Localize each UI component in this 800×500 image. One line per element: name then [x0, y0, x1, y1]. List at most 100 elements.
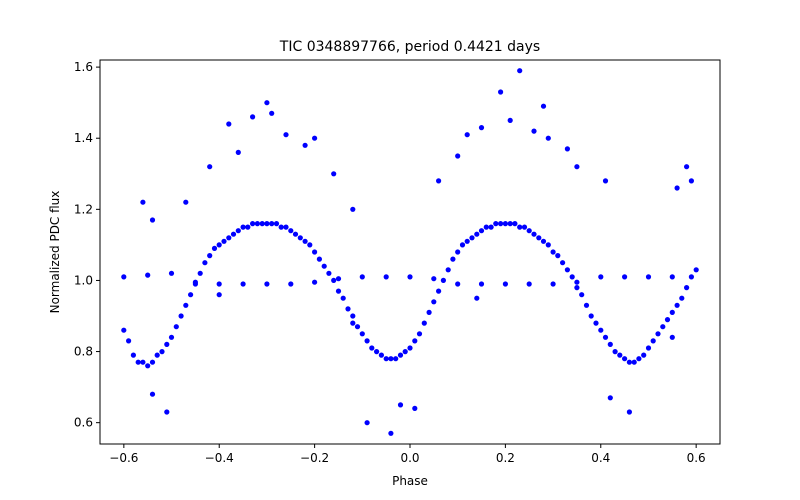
data-point	[455, 249, 461, 255]
data-point	[173, 324, 179, 330]
y-axis-label: Normalized PDC flux	[48, 191, 62, 314]
data-point	[455, 281, 461, 287]
chart-title: TIC 0348897766, period 0.4421 days	[279, 39, 540, 55]
data-point	[445, 267, 451, 273]
data-point	[397, 352, 404, 358]
data-point	[493, 221, 499, 227]
data-point	[402, 349, 408, 355]
data-point	[149, 359, 156, 365]
data-point	[574, 285, 580, 291]
data-point	[121, 274, 127, 280]
data-point	[512, 221, 518, 227]
x-axis-label: Phase	[392, 474, 428, 488]
y-tick-label: 0.6	[74, 416, 93, 430]
data-point	[388, 430, 394, 436]
data-point	[450, 256, 456, 262]
data-point	[588, 313, 594, 319]
data-point	[149, 217, 156, 223]
data-point	[359, 274, 365, 280]
data-point	[631, 359, 637, 365]
data-point	[498, 89, 504, 95]
data-point	[550, 249, 556, 255]
data-point	[288, 281, 294, 287]
data-point	[602, 178, 609, 184]
data-point	[636, 356, 642, 362]
data-point	[602, 334, 609, 340]
data-point	[230, 231, 237, 237]
data-point	[526, 228, 532, 234]
data-point	[312, 279, 318, 285]
data-point	[312, 135, 318, 141]
data-point	[374, 349, 380, 355]
data-point	[240, 281, 246, 287]
data-point	[526, 281, 532, 287]
data-point	[617, 352, 623, 358]
data-point	[607, 395, 613, 401]
data-point	[655, 331, 661, 337]
data-point	[478, 125, 485, 131]
y-axis: 0.6 0.8 1.0 1.2 1.4 1.6	[74, 60, 100, 430]
data-point	[464, 238, 470, 244]
data-point	[412, 338, 418, 344]
data-point	[216, 281, 222, 287]
data-point	[326, 270, 332, 276]
data-point	[397, 402, 404, 408]
data-point	[598, 274, 604, 280]
data-point	[583, 302, 590, 308]
data-point	[250, 114, 256, 120]
data-point	[593, 320, 599, 326]
data-point	[340, 295, 346, 301]
data-point	[483, 224, 489, 230]
data-point	[383, 356, 389, 362]
data-point	[211, 245, 218, 251]
data-point	[684, 285, 690, 291]
data-point	[159, 349, 165, 355]
data-point	[660, 324, 666, 330]
data-points	[121, 68, 699, 436]
data-point	[207, 253, 213, 259]
data-point	[440, 277, 446, 283]
data-point	[264, 221, 270, 227]
data-point	[183, 199, 189, 205]
data-point	[226, 121, 232, 127]
data-point	[145, 272, 151, 278]
x-tick-label: 0.2	[496, 451, 515, 465]
data-point	[688, 178, 695, 184]
data-point	[350, 320, 356, 326]
data-point	[126, 338, 132, 344]
data-point	[550, 281, 556, 287]
data-point	[679, 295, 685, 301]
data-point	[626, 409, 633, 415]
data-point	[216, 242, 222, 248]
data-point	[560, 260, 566, 266]
data-point	[598, 327, 604, 333]
data-point	[607, 341, 613, 347]
data-point	[464, 132, 470, 138]
data-point	[431, 299, 437, 305]
data-point	[164, 409, 170, 415]
data-point	[474, 295, 480, 301]
data-point	[197, 270, 203, 276]
x-tick-label: 0.6	[687, 451, 706, 465]
data-point	[316, 256, 322, 262]
data-point	[135, 359, 141, 365]
data-point	[154, 352, 160, 358]
data-point	[321, 263, 327, 269]
y-tick-label: 1.0	[74, 273, 93, 287]
data-point	[426, 309, 432, 315]
data-point	[569, 274, 575, 280]
data-point	[650, 338, 656, 344]
data-point	[645, 345, 652, 351]
data-point	[178, 313, 184, 319]
data-point	[669, 309, 675, 315]
y-tick-label: 1.2	[74, 202, 93, 216]
data-point	[269, 110, 275, 116]
data-point	[302, 142, 308, 148]
data-point	[674, 185, 680, 191]
data-point	[273, 221, 280, 227]
data-point	[478, 281, 485, 287]
x-axis: −0.6 −0.4 −0.2 0.0 0.2 0.4 0.6	[109, 444, 706, 465]
data-point	[278, 224, 284, 230]
data-point	[407, 345, 413, 351]
